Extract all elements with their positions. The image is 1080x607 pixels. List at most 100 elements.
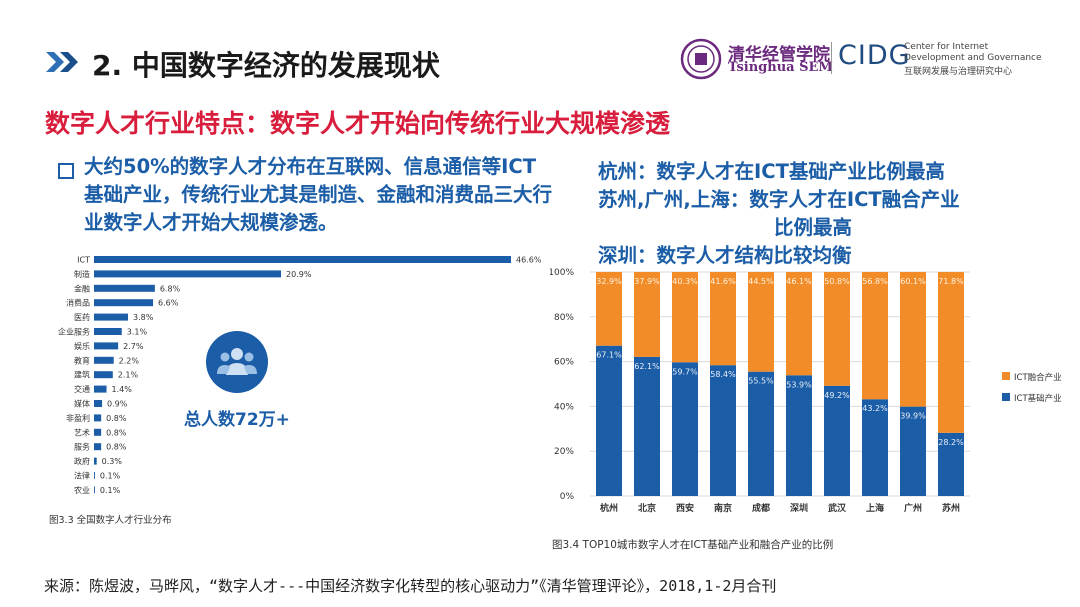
stacked-bar-ict-base bbox=[938, 432, 964, 496]
x-tick-label: 武汉 bbox=[828, 502, 847, 514]
stacked-bar-ict-fusion bbox=[748, 272, 774, 372]
legend-label: ICT融合产业 bbox=[1014, 372, 1062, 383]
bar bbox=[94, 284, 155, 292]
bar bbox=[94, 371, 113, 379]
bar-value-label: 60.1% bbox=[900, 277, 926, 286]
city-note-hangzhou: 杭州：数字人才在ICT基础产业比例最高 bbox=[598, 160, 945, 183]
bar-category-label: 企业服务 bbox=[58, 327, 90, 337]
bullet-square-icon bbox=[58, 163, 74, 179]
bar-value-label: 3.8% bbox=[133, 313, 154, 322]
stacked-bar-ict-fusion bbox=[596, 272, 622, 346]
stacked-bar-ict-fusion bbox=[786, 272, 812, 376]
bar-value-label: 43.2% bbox=[862, 404, 888, 413]
city-note-shenzhen: 深圳：数字人才结构比较均衡 bbox=[598, 244, 852, 267]
bar bbox=[94, 256, 511, 263]
source-citation: 来源：陈煜波，马晔风，“数字人才---中国经济数字化转型的核心驱动力”《清华管理… bbox=[44, 577, 777, 595]
x-tick-label: 上海 bbox=[866, 502, 884, 514]
bar bbox=[94, 299, 154, 307]
bar-value-label: 58.4% bbox=[710, 370, 736, 379]
logo-cn: 清华经管学院 bbox=[728, 45, 830, 65]
chevron-double-right-icon bbox=[46, 52, 78, 72]
bar-value-label: 46.6% bbox=[516, 256, 542, 265]
bar-value-label: 49.2% bbox=[824, 391, 850, 400]
logo-en: Tsinghua SEM bbox=[728, 60, 833, 75]
x-tick-label: 广州 bbox=[904, 502, 922, 514]
bar-value-label: 3.1% bbox=[127, 328, 148, 337]
slide-subtitle: 数字人才行业特点：数字人才开始向传统行业大规模渗透 bbox=[45, 109, 671, 138]
y-tick-label: 60% bbox=[554, 358, 574, 368]
cidg-logo: CIDG bbox=[838, 40, 911, 71]
y-tick-label: 0% bbox=[560, 492, 575, 502]
bar-category-label: 法律 bbox=[74, 471, 90, 481]
bar-value-label: 2.7% bbox=[123, 342, 144, 351]
bar-value-label: 28.2% bbox=[938, 438, 964, 447]
legend-swatch bbox=[1002, 393, 1010, 401]
stacked-bar-ict-fusion bbox=[710, 272, 736, 366]
stacked-bar-ict-base bbox=[596, 345, 622, 496]
bar-category-label: 金融 bbox=[74, 283, 90, 293]
cidg-line-2: Development and Governance bbox=[904, 53, 1042, 63]
bar-value-label: 32.9% bbox=[596, 277, 622, 286]
x-tick-label: 深圳 bbox=[790, 502, 808, 514]
bar bbox=[94, 328, 122, 335]
bar-value-label: 46.1% bbox=[786, 277, 812, 286]
people-icon bbox=[206, 331, 268, 393]
bar-value-label: 0.9% bbox=[107, 400, 128, 409]
total-count-label: 总人数72万+ bbox=[184, 410, 290, 430]
bar-category-label: 娱乐 bbox=[74, 341, 90, 351]
bar-category-label: 艺术 bbox=[74, 427, 90, 437]
bar-category-label: 消费品 bbox=[66, 298, 90, 308]
stacked-bar-ict-fusion bbox=[862, 272, 888, 400]
bar-category-label: 教育 bbox=[74, 355, 90, 365]
stacked-bar-ict-fusion bbox=[824, 272, 850, 386]
stacked-bar-ict-base bbox=[748, 371, 774, 496]
y-tick-label: 40% bbox=[554, 402, 574, 412]
bar-value-label: 55.5% bbox=[748, 377, 774, 386]
bar-value-label: 37.9% bbox=[634, 277, 660, 286]
bar-category-label: 交通 bbox=[74, 384, 90, 394]
bar-value-label: 0.1% bbox=[100, 486, 121, 495]
right-chart-caption: 图3.4 TOP10城市数字人才在ICT基础产业和融合产业的比例 bbox=[552, 539, 834, 551]
bar-value-label: 62.1% bbox=[634, 362, 660, 371]
bar-category-label: 非盈利 bbox=[66, 413, 90, 423]
bar-category-label: 建筑 bbox=[74, 370, 90, 380]
x-tick-label: 成都 bbox=[752, 502, 770, 514]
bar bbox=[94, 414, 102, 422]
bar bbox=[94, 443, 102, 451]
stacked-bar-ict-base bbox=[900, 406, 926, 496]
stacked-bar-ict-fusion bbox=[900, 272, 926, 407]
bar-category-label: 制造 bbox=[74, 269, 90, 279]
x-tick-label: 苏州 bbox=[942, 502, 960, 514]
city-note-suzhou: 苏州,广州,上海：数字人才在ICT融合产业 bbox=[598, 188, 960, 211]
bar-value-label: 40.3% bbox=[672, 277, 698, 286]
bar-category-label: 服务 bbox=[74, 442, 90, 452]
cidg-line-3: 互联网发展与治理研究中心 bbox=[904, 67, 1013, 77]
bar bbox=[94, 385, 107, 393]
legend-swatch bbox=[1002, 372, 1010, 380]
bar-value-label: 59.7% bbox=[672, 367, 698, 376]
bar-value-label: 56.8% bbox=[862, 277, 888, 286]
legend-label: ICT基础产业 bbox=[1014, 393, 1062, 404]
y-tick-label: 20% bbox=[554, 447, 574, 457]
bar-value-label: 67.1% bbox=[596, 351, 622, 360]
industry-distribution-chart: ICT 46.6% 制造 20.9% 金融 6.8% 消费品 6.6% 医药 3.8% 企业服务 3.… bbox=[58, 256, 542, 495]
bar-value-label: 20.9% bbox=[286, 270, 312, 279]
stacked-bar-ict-base bbox=[824, 385, 850, 496]
bar bbox=[94, 270, 282, 278]
bar-category-label: 农业 bbox=[74, 485, 90, 495]
bar-value-label: 71.8% bbox=[938, 277, 964, 286]
bar-category-label: ICT bbox=[77, 256, 90, 265]
stacked-bar-ict-base bbox=[634, 356, 660, 496]
bar-value-label: 0.1% bbox=[100, 472, 121, 481]
bar-value-label: 0.8% bbox=[106, 443, 127, 452]
bar-value-label: 6.8% bbox=[160, 284, 181, 293]
bar-value-label: 1.4% bbox=[112, 385, 133, 394]
stacked-bar-ict-base bbox=[862, 399, 888, 496]
stacked-bar-ict-base bbox=[786, 375, 812, 496]
stacked-bar-ict-fusion bbox=[672, 272, 698, 363]
logo-divider bbox=[831, 42, 832, 74]
bar bbox=[94, 472, 95, 479]
bar-category-label: 政府 bbox=[74, 456, 90, 466]
stacked-bar-ict-base bbox=[710, 365, 736, 496]
bar-value-label: 53.9% bbox=[786, 380, 812, 389]
